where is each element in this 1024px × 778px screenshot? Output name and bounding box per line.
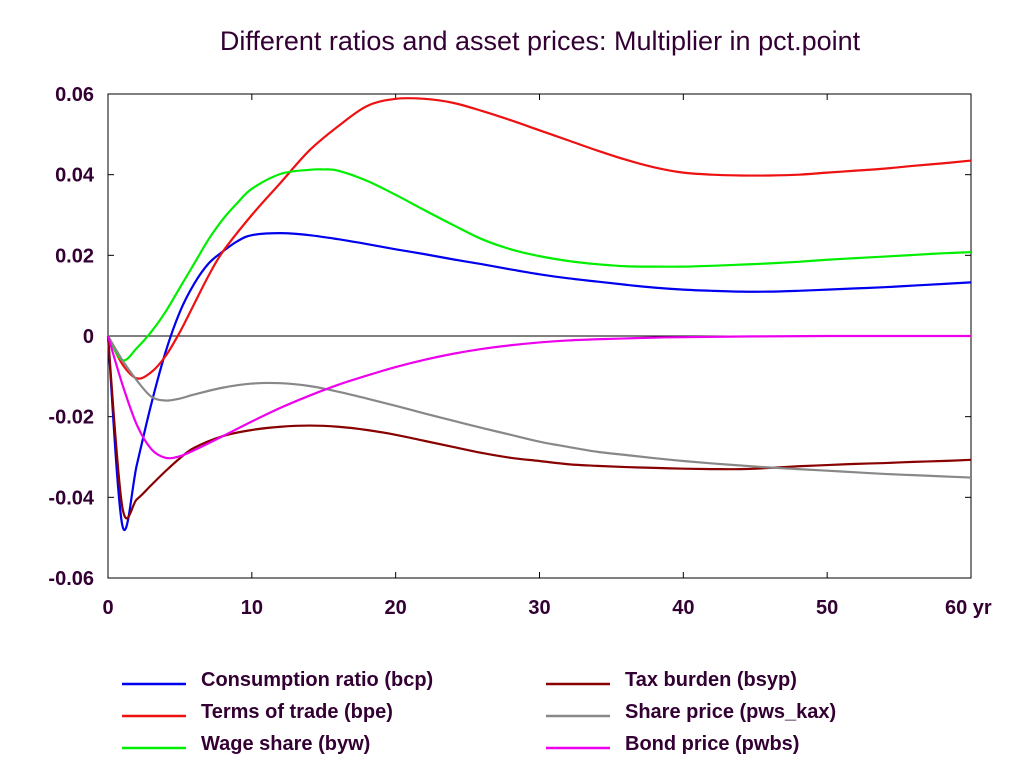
y-tick-label: 0.04 — [55, 165, 95, 187]
y-tick-label: 0 — [83, 326, 94, 348]
legend-label: Share price (pws_kax) — [625, 701, 836, 723]
series-line-5 — [106, 334, 971, 460]
legend-label: Bond price (pwbs) — [625, 733, 799, 755]
y-tick-label: 0.02 — [55, 245, 94, 267]
x-tick-label: 40 — [672, 597, 694, 619]
series-line-1 — [107, 97, 972, 380]
series-line-0 — [106, 232, 972, 531]
legend-label: Consumption ratio (bcp) — [201, 669, 433, 691]
y-tick-label: -0.02 — [48, 407, 94, 429]
series-line-4 — [107, 335, 972, 479]
x-tick-label: 20 — [385, 597, 407, 619]
x-tick-label: 60 yr — [945, 597, 992, 619]
y-tick-label: -0.06 — [48, 568, 94, 590]
legend-label: Tax burden (bsyp) — [625, 669, 797, 691]
chart-title: Different ratios and asset prices: Multi… — [220, 26, 861, 56]
legend-label: Terms of trade (bpe) — [201, 701, 393, 723]
legend-label: Wage share (byw) — [201, 733, 370, 755]
x-tick-label: 0 — [102, 597, 113, 619]
series-line-2 — [107, 168, 972, 362]
x-tick-label: 30 — [528, 597, 550, 619]
x-tick-label: 10 — [241, 597, 263, 619]
series-line-3 — [106, 335, 972, 520]
y-tick-label: 0.06 — [55, 84, 94, 106]
y-tick-label: -0.04 — [48, 487, 94, 509]
x-tick-label: 50 — [816, 597, 838, 619]
